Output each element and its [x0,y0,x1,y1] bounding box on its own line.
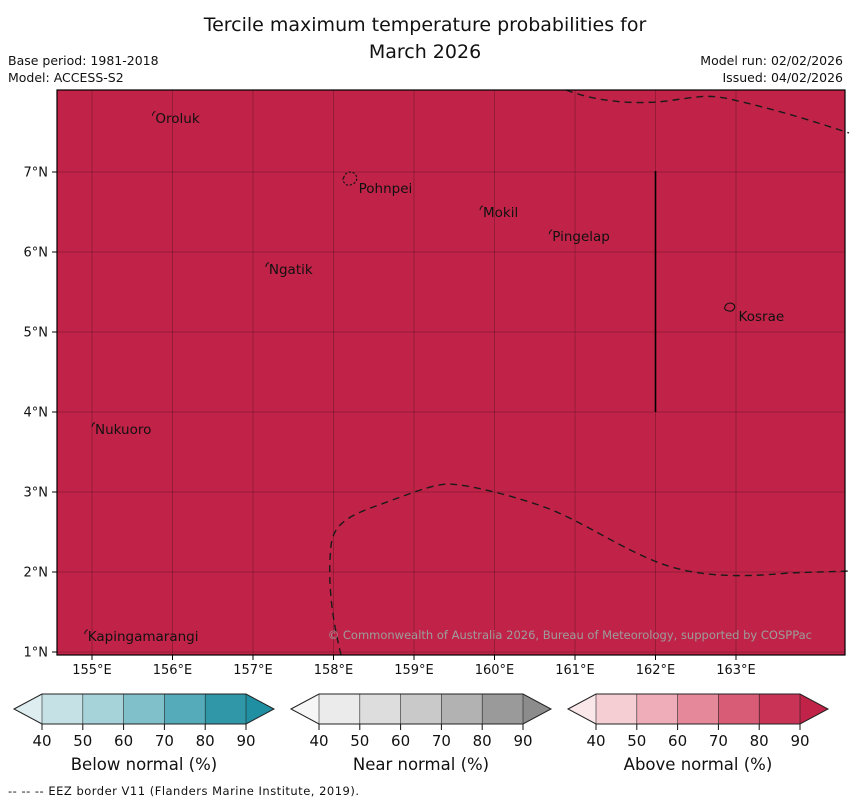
place-label: Kosrae [739,309,785,325]
place-label: Mokil [483,205,518,221]
legend-segment [759,694,800,724]
legend-tick-label: 90 [790,732,809,750]
base-period-text: Base period: 1981-2018 [8,53,159,68]
eez-footnote-text: EEZ border V11 (Flanders Marine Institut… [44,784,360,798]
legend-title: Below normal (%) [71,755,218,774]
place-label: Nukuoro [95,422,151,438]
x-axis-tick-label: 158°E [314,663,354,678]
legend-segment [205,694,246,724]
map-border [56,89,846,656]
legend-segment [82,694,124,724]
legend-tick-label: 90 [513,732,532,750]
map-fill [57,90,845,655]
legend-segment [400,694,442,724]
x-axis-tick-label: 162°E [636,663,676,678]
issued-text: Issued: 04/02/2026 [722,69,844,85]
legend-title: Near normal (%) [353,755,489,774]
atoll-marker [151,110,156,116]
island-outline-pohnpei [342,171,358,186]
legend-bars: 40 50 60 70 80 90 Below normal (%) 40 50 60 70 80 90… [12,693,830,774]
model-text: Model: ACCESS-S2 [8,69,124,85]
legend-arrow-left [291,694,319,724]
legend-tick-label: 80 [750,732,769,750]
atoll-marker [91,422,96,428]
y-axis-tick-label: 6°N [24,246,49,261]
eez-dash-symbol: -- -- -- [8,784,45,798]
x-axis-tick-label: 157°E [233,663,273,678]
x-axis-tick-label: 155°E [72,663,112,678]
legend-tick-label: 40 [309,732,328,750]
legend-segment [718,694,760,724]
legend-segment [319,694,360,724]
x-axis-tick-label: 159°E [394,663,434,678]
eez-border-path-north [565,89,850,134]
y-axis-tick-label: 4°N [24,406,49,421]
place-label: Kapingamarangi [88,629,199,645]
legend-arrow-left [14,694,42,724]
y-axis-tick-label: 1°N [24,646,49,661]
legend-segment [596,694,637,724]
atoll-marker [84,629,88,635]
legend-tick-label: 60 [391,732,410,750]
meta-left: Base period: 1981-2018 Model: ACCESS-S2 [8,53,159,87]
model-run-text: Model run: 02/02/2026 [700,53,843,68]
place-label: Pohnpei [359,181,413,197]
legend-arrow-right [523,694,551,724]
map-copyright: © Commonwealth of Australia 2026, Bureau… [328,628,812,642]
legend-tick-label: 90 [236,732,255,750]
place-label: Oroluk [155,111,199,127]
title-line-2: March 2026 [368,40,482,63]
eez-footnote: -- -- -- EEZ border V11 (Flanders Marine… [8,784,360,798]
y-axis-tick-label: 3°N [24,486,49,501]
legend-tick-label: 50 [627,732,646,750]
legend-tick-label: 80 [473,732,492,750]
legend-tick-label: 70 [155,732,174,750]
atoll-marker [548,229,553,235]
x-axis-tick-label: 163°E [716,663,756,678]
legend-tick-label: 50 [350,732,369,750]
legend-segment [164,694,206,724]
legend-segment [123,694,165,724]
legend-title: Above normal (%) [624,755,773,774]
legend-segment [42,694,83,724]
legend-arrow-left [568,694,596,724]
legend-tick-label: 50 [73,732,92,750]
legend-tick-label: 60 [668,732,687,750]
legend-arrow-right [800,694,828,724]
x-axis-tick-label: 160°E [475,663,515,678]
island-outline-kosrae [724,302,736,312]
figure-title: Tercile maximum temperature probabilitie… [0,12,850,66]
legend-arrow-right [246,694,274,724]
y-axis-tick-label: 7°N [24,166,49,181]
meta-right: Model run: 02/02/2026 Issued: 04/02/2026 [700,53,843,87]
atoll-marker [265,262,270,268]
place-label: Pingelap [552,229,610,245]
map-figure: Oroluk Pohnpei Mokil Pingelap Ngatik Kosrae Nu… [12,89,850,774]
eez-border-path-south [329,483,850,656]
legend-segment [677,694,719,724]
legend-tick-label: 60 [114,732,133,750]
legend-tick-label: 70 [709,732,728,750]
legend-segment [482,694,523,724]
x-axis-tick-label: 161°E [555,663,595,678]
place-label: Ngatik [269,262,313,278]
legend-segment [636,694,678,724]
y-axis-tick-label: 2°N [24,566,49,581]
map-places: Oroluk Pohnpei Mokil Pingelap Ngatik Kosrae Nu… [84,110,785,645]
atoll-marker [479,205,484,211]
legend-tick-label: 40 [586,732,605,750]
x-axis-tick-label: 156°E [153,663,193,678]
legend-tick-label: 80 [196,732,215,750]
title-line-1: Tercile maximum temperature probabilitie… [203,14,647,36]
legend-tick-label: 40 [32,732,51,750]
legend-tick-label: 70 [432,732,451,750]
map-axes: 155°E 156°E 157°E 158°E 159°E 160°E 161°E 162°E… [24,166,756,679]
legend-segment [441,694,483,724]
y-axis-tick-label: 5°N [24,326,49,341]
legend-segment [359,694,401,724]
